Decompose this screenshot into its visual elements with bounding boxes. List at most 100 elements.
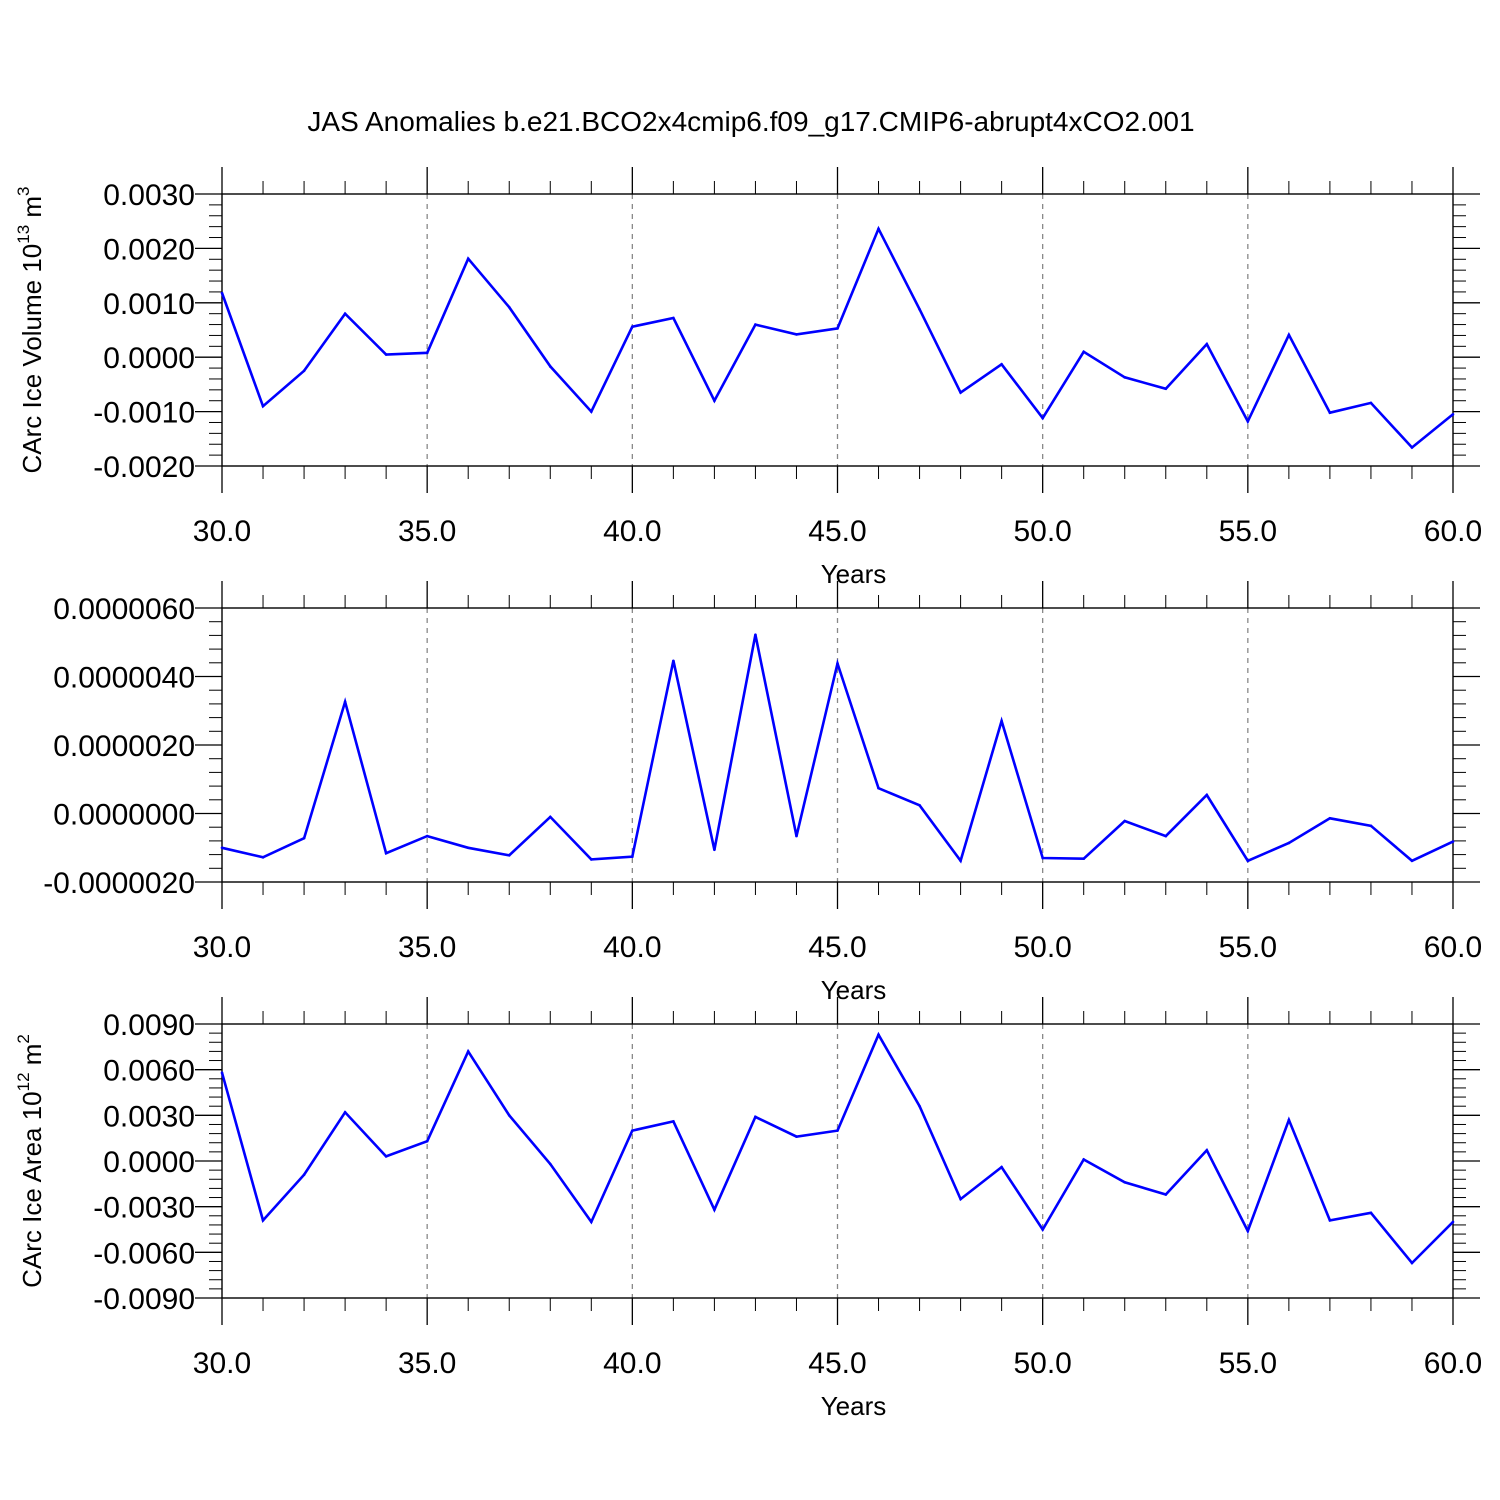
y-tick-label: 0.0020 <box>103 233 195 266</box>
data-point <box>343 700 347 704</box>
x-tick-label: 30.0 <box>193 515 251 548</box>
data-point <box>1369 1211 1373 1215</box>
data-point <box>877 227 880 231</box>
data-point <box>507 305 511 309</box>
data-point <box>795 1135 798 1138</box>
data-point <box>425 1139 429 1143</box>
data-point <box>425 834 429 838</box>
data-point <box>836 327 839 330</box>
data-point <box>1164 1193 1168 1196</box>
data-point <box>959 391 962 394</box>
data-point <box>1369 401 1373 405</box>
data-point <box>384 1155 388 1158</box>
data-point <box>1287 1118 1291 1122</box>
data-point <box>302 836 306 840</box>
y-axis-label-superscript: 2 <box>14 1034 33 1043</box>
data-point <box>1000 719 1003 723</box>
data-point <box>220 291 224 295</box>
x-tick-label: 40.0 <box>603 1347 661 1380</box>
data-point <box>631 1129 634 1132</box>
data-point <box>1205 1149 1209 1152</box>
data-point <box>466 1050 470 1053</box>
data-point <box>261 856 265 859</box>
series-line <box>221 634 1454 864</box>
data-point <box>1164 387 1168 391</box>
y-tick-label: -0.0090 <box>93 1283 195 1316</box>
x-tick-label: 35.0 <box>398 1347 456 1380</box>
data-point <box>1246 1229 1250 1233</box>
y-tick-label: -0.0060 <box>93 1237 195 1270</box>
x-tick-label: 40.0 <box>603 515 661 548</box>
data-point <box>1164 834 1168 838</box>
data-point <box>343 312 347 315</box>
chart-panels: 30.0 35.0 40.0 45.0 50.0 55.0 60.0 -0.0020 -0.00… <box>14 167 1482 1421</box>
data-point <box>302 1173 306 1176</box>
data-point <box>425 351 429 355</box>
y-tick-label: -0.0030 <box>93 1192 195 1225</box>
x-tick-label: 60.0 <box>1424 515 1482 548</box>
data-point <box>795 834 798 838</box>
panel-1: 30.0 35.0 40.0 45.0 50.0 55.0 60.0 -0.0020 -0.00… <box>14 167 1482 589</box>
data-point <box>507 853 511 857</box>
y-tick-label: 0.0000020 <box>53 730 195 763</box>
x-tick-label: 30.0 <box>193 1347 251 1380</box>
y-tick-label: 0.0090 <box>103 1009 195 1042</box>
y-tick-label: -0.0010 <box>93 397 195 430</box>
data-point <box>1041 1228 1044 1231</box>
data-point <box>1287 841 1291 845</box>
y-tick-label: 0.0000040 <box>53 662 195 695</box>
data-point <box>507 1114 511 1117</box>
data-point <box>220 1071 224 1075</box>
data-point <box>1041 416 1044 420</box>
data-point <box>918 803 921 807</box>
y-tick-label: 0.0000 <box>103 1146 195 1179</box>
data-point <box>590 410 593 413</box>
data-point <box>918 1104 921 1108</box>
y-axis-label-text: CArc Ice Volume 10 <box>17 244 47 474</box>
y-tick-label: 0.0060 <box>103 1055 195 1088</box>
x-tick-label: 35.0 <box>398 515 456 548</box>
data-point <box>672 1120 675 1123</box>
data-point <box>631 325 634 329</box>
data-point <box>959 859 962 863</box>
data-point <box>1205 342 1209 346</box>
x-axis-label: Years <box>821 559 887 589</box>
data-point <box>1123 819 1127 823</box>
y-axis-label: CArc Ice Volume 1013 m3 <box>14 186 47 473</box>
y-tick-label: 0.0000 <box>103 342 195 375</box>
x-tick-label: 55.0 <box>1219 931 1277 964</box>
data-point <box>1000 362 1003 366</box>
data-point <box>1451 1220 1455 1224</box>
data-point <box>1328 1219 1332 1222</box>
data-point <box>672 316 675 320</box>
x-axis-label: Years <box>821 1391 887 1421</box>
y-axis-label: CArc Ice Area 1012 m2 <box>14 1034 47 1288</box>
x-tick-label: 30.0 <box>193 931 251 964</box>
x-tick-label: 45.0 <box>808 1347 866 1380</box>
data-point <box>877 1033 880 1036</box>
data-point <box>1082 350 1085 354</box>
data-point <box>1287 333 1291 337</box>
y-axis-label-superscript: 13 <box>14 225 33 244</box>
data-point <box>220 846 224 850</box>
data-point <box>1041 856 1044 860</box>
data-point <box>1123 376 1127 379</box>
data-point <box>877 786 880 790</box>
data-point <box>1328 816 1332 820</box>
data-point <box>261 404 265 408</box>
data-point <box>1410 859 1414 863</box>
data-point <box>1451 840 1455 843</box>
data-point <box>384 851 388 855</box>
x-tick-label: 55.0 <box>1219 1347 1277 1380</box>
panel-2: 30.0 35.0 40.0 45.0 50.0 55.0 60.0 -0.0000020 0.… <box>43 581 1482 1005</box>
data-point <box>1123 1181 1127 1184</box>
data-point <box>672 659 675 663</box>
data-point <box>713 399 716 403</box>
y-axis-label-text: CArc Ice Area 10 <box>17 1091 47 1288</box>
data-point <box>466 846 470 850</box>
x-tick-label: 50.0 <box>1013 931 1071 964</box>
panel-3: 30.0 35.0 40.0 45.0 50.0 55.0 60.0 -0.0090 -0.00… <box>14 997 1482 1421</box>
data-point <box>1205 793 1209 797</box>
y-tick-label: 0.0000000 <box>53 799 195 832</box>
